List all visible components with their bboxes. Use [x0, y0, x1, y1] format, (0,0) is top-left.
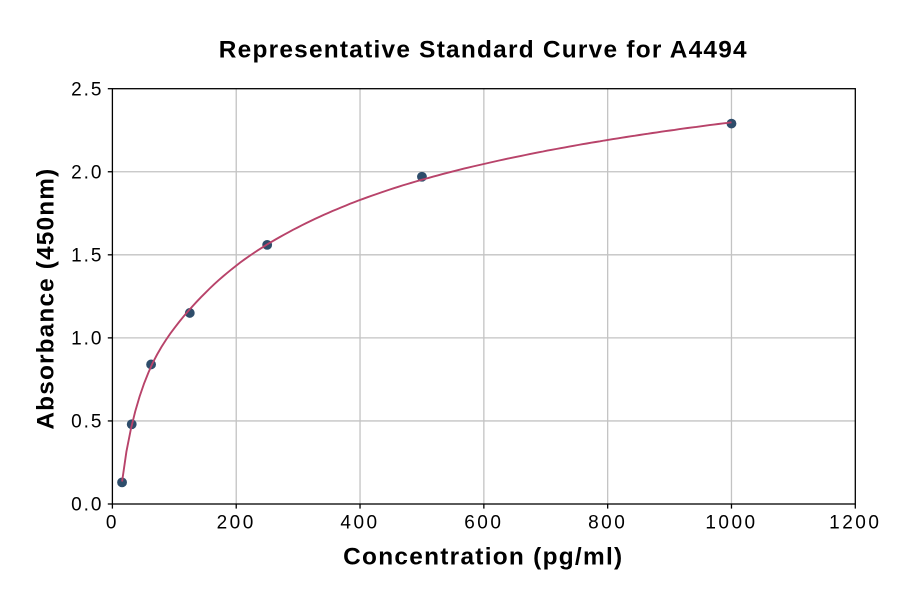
svg-text:Concentration (pg/ml): Concentration (pg/ml) [343, 543, 623, 570]
svg-text:2.5: 2.5 [71, 79, 103, 100]
svg-text:1000: 1000 [705, 513, 757, 534]
svg-text:200: 200 [217, 513, 256, 534]
svg-text:1200: 1200 [829, 513, 881, 534]
svg-text:0.5: 0.5 [71, 412, 103, 433]
svg-text:2.0: 2.0 [71, 162, 103, 183]
svg-text:0.0: 0.0 [71, 495, 103, 516]
svg-text:600: 600 [464, 513, 503, 534]
svg-text:800: 800 [588, 513, 627, 534]
svg-text:0: 0 [106, 513, 119, 534]
svg-text:1.0: 1.0 [71, 329, 103, 350]
svg-text:Representative Standard Curve: Representative Standard Curve for A4494 [219, 37, 748, 64]
svg-text:400: 400 [340, 513, 379, 534]
svg-text:1.5: 1.5 [71, 245, 103, 266]
svg-text:Absorbance (450nm): Absorbance (450nm) [32, 168, 59, 430]
